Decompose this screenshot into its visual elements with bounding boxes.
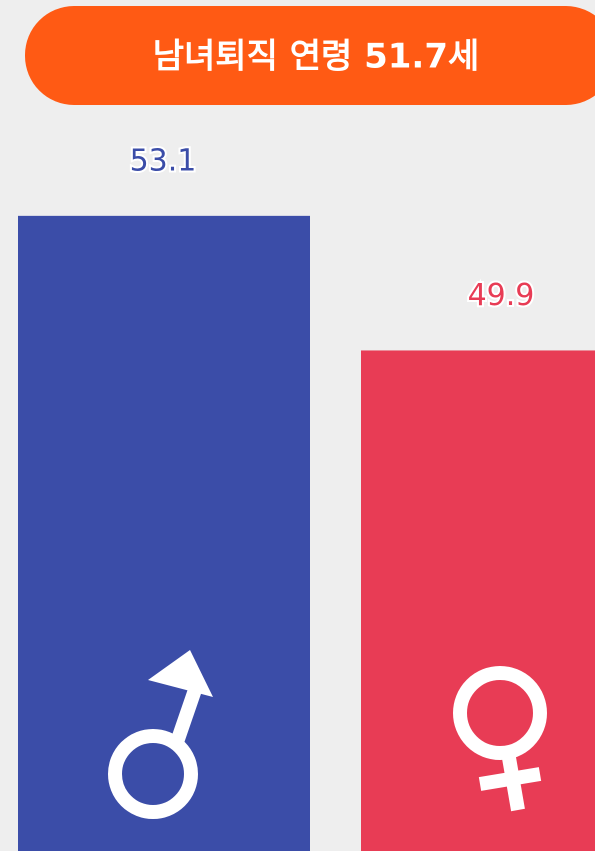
bar bbox=[361, 350, 595, 851]
value-label: 53.1 bbox=[130, 143, 197, 178]
bar bbox=[18, 215, 310, 851]
chart-title: 남녀퇴직 연령 51.7세 bbox=[153, 37, 480, 77]
value-label: 49.9 bbox=[468, 278, 535, 313]
male-icon bbox=[108, 650, 213, 819]
bars bbox=[18, 215, 595, 851]
title-pill bbox=[25, 6, 595, 105]
female-icon bbox=[453, 666, 547, 812]
